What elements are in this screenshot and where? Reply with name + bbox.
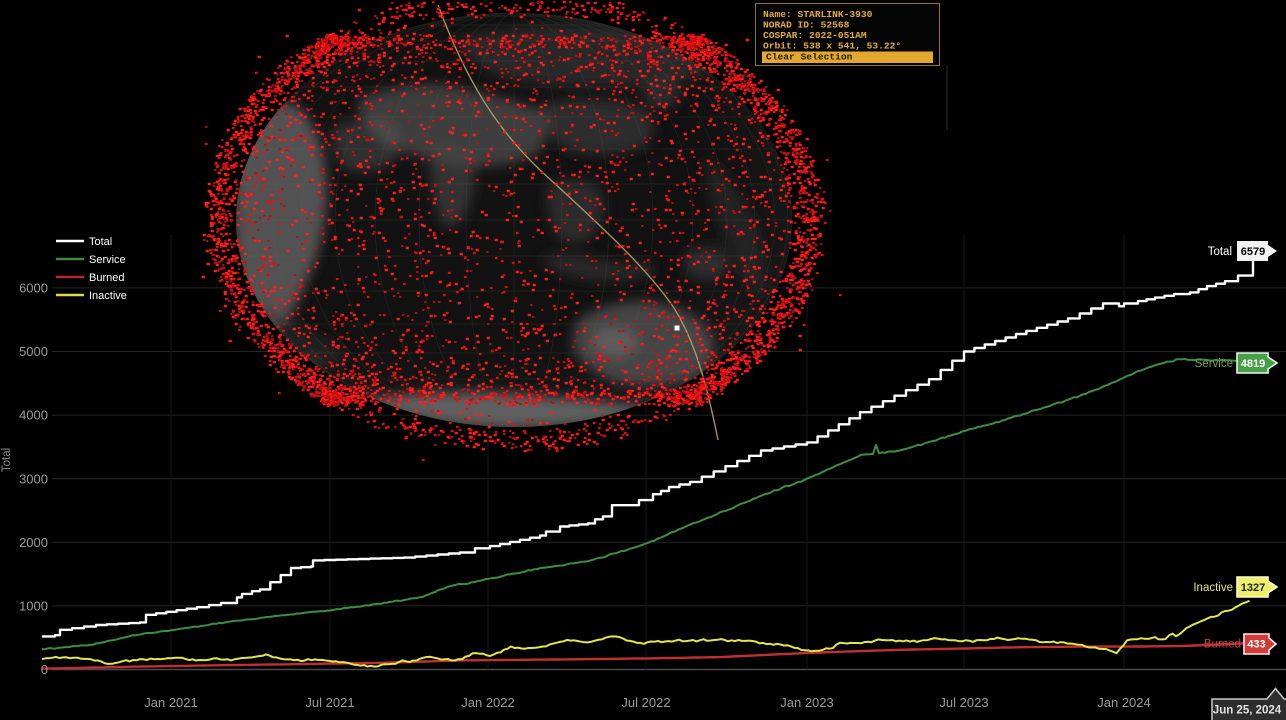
svg-text:3000: 3000 — [19, 471, 48, 486]
svg-text:Total: Total — [1208, 246, 1232, 258]
svg-text:Total: Total — [1, 448, 13, 472]
svg-text:Jul 2023: Jul 2023 — [939, 695, 988, 710]
svg-text:Jul 2022: Jul 2022 — [621, 695, 670, 710]
svg-text:4819: 4819 — [1241, 358, 1265, 370]
svg-text:Burned: Burned — [1204, 639, 1241, 651]
svg-text:Service: Service — [1195, 358, 1233, 370]
svg-text:Burned: Burned — [89, 272, 124, 284]
svg-text:0: 0 — [41, 662, 48, 677]
svg-text:NORAD ID: 52568: NORAD ID: 52568 — [763, 20, 850, 31]
svg-text:Total: Total — [89, 236, 112, 248]
svg-text:Name: STARLINK-3930: Name: STARLINK-3930 — [763, 9, 873, 20]
svg-text:Inactive: Inactive — [89, 290, 127, 302]
svg-text:Jun 25, 2024: Jun 25, 2024 — [1213, 705, 1282, 717]
svg-text:5000: 5000 — [19, 344, 48, 359]
svg-text:Orbit: 538 x 541, 53.22°: Orbit: 538 x 541, 53.22° — [763, 41, 901, 52]
svg-text:Inactive: Inactive — [1193, 582, 1233, 594]
svg-text:433: 433 — [1247, 639, 1265, 651]
svg-text:6579: 6579 — [1241, 246, 1265, 258]
svg-text:Jul 2021: Jul 2021 — [305, 695, 354, 710]
svg-text:Service: Service — [89, 254, 126, 266]
svg-text:1000: 1000 — [19, 599, 48, 614]
svg-text:Jan 2024: Jan 2024 — [1097, 695, 1151, 710]
svg-text:Jan 2021: Jan 2021 — [144, 695, 198, 710]
svg-text:Jan 2022: Jan 2022 — [461, 695, 515, 710]
svg-text:1327: 1327 — [1241, 582, 1265, 594]
svg-text:6000: 6000 — [19, 281, 48, 296]
svg-text:Clear Selection: Clear Selection — [766, 52, 853, 63]
svg-text:2000: 2000 — [19, 535, 48, 550]
svg-text:Jan 2023: Jan 2023 — [780, 695, 834, 710]
svg-text:COSPAR: 2022-051AM: COSPAR: 2022-051AM — [763, 30, 867, 41]
svg-text:4000: 4000 — [19, 408, 48, 423]
